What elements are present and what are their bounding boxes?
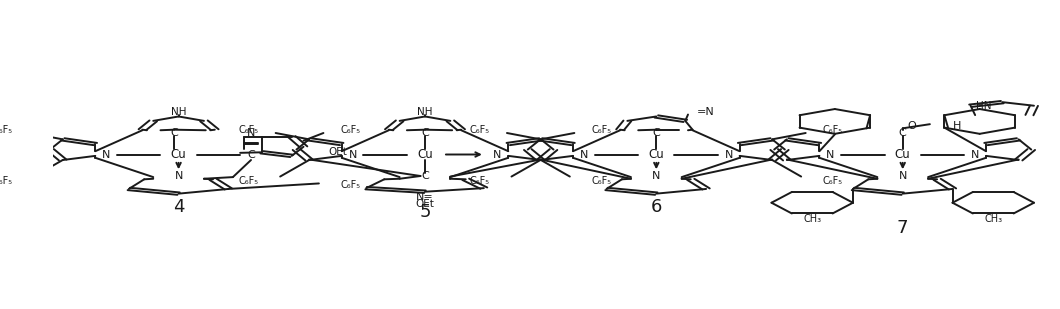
Text: C: C [421,128,429,138]
Text: N: N [247,128,255,138]
Text: NH: NH [171,107,187,117]
Text: C: C [899,128,906,138]
Text: N: N [580,150,588,159]
Text: C: C [247,150,254,159]
Text: HN: HN [976,101,992,111]
Text: C₆F₅: C₆F₅ [470,176,490,186]
Text: C₆F₅: C₆F₅ [0,125,12,135]
Text: N=: N= [417,192,434,202]
Text: CH₃: CH₃ [984,214,1003,224]
Text: C₆F₅: C₆F₅ [340,180,360,190]
Text: N: N [899,171,907,181]
Text: C₆F₅: C₆F₅ [0,176,12,186]
Text: C₆F₅: C₆F₅ [470,125,490,135]
Text: 4: 4 [173,198,184,216]
Text: =N: =N [697,107,716,117]
Text: O: O [907,121,916,131]
Text: N: N [349,150,357,159]
Text: C₆F₅: C₆F₅ [340,125,360,135]
Text: C₆F₅: C₆F₅ [238,176,259,186]
Text: N: N [971,150,979,159]
Text: C₆F₅: C₆F₅ [823,176,843,186]
Text: Cu: Cu [649,148,665,161]
Text: 6: 6 [651,198,662,216]
Text: OEt: OEt [416,199,435,209]
Text: C₆F₅: C₆F₅ [238,125,259,135]
Text: Cu: Cu [418,148,432,161]
Text: C: C [171,128,178,138]
Text: H: H [953,121,961,131]
Text: N: N [102,150,110,159]
Text: N: N [493,150,501,159]
Text: C: C [421,171,429,181]
Text: N: N [725,150,732,159]
Text: C₆F₅: C₆F₅ [823,125,843,135]
Text: 5: 5 [420,203,430,221]
Text: N: N [826,150,834,159]
Text: Cu: Cu [171,148,187,161]
Text: C: C [653,128,660,138]
Text: C₆F₅: C₆F₅ [591,125,612,135]
Text: C₆F₅: C₆F₅ [591,176,612,186]
Text: OEt: OEt [328,147,347,157]
Text: N: N [652,171,660,181]
Text: CH₃: CH₃ [803,214,822,224]
Text: 7: 7 [897,218,908,236]
Text: NH: NH [418,107,432,117]
Text: Cu: Cu [895,148,911,161]
Text: N: N [175,171,182,181]
